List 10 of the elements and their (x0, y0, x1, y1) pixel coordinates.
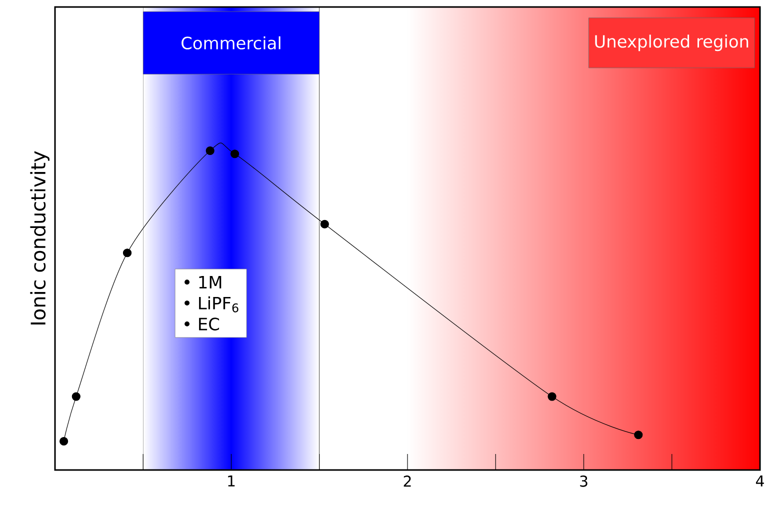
x-tick-label: 3 (580, 476, 588, 487)
annotation: • EC (184, 318, 220, 330)
x-tick-label: 1 (228, 476, 235, 486)
annotation: • 1M (184, 276, 222, 288)
x-tick-label: 4 (756, 476, 764, 486)
annotation: • LiPF$_{6}$ (184, 296, 238, 312)
band-label: Commercial (182, 36, 280, 50)
y-axis-title: Ionic conductivity (30, 151, 50, 324)
band-label: Unexplored region (595, 34, 748, 52)
x-tick-label: 2 (404, 476, 411, 487)
